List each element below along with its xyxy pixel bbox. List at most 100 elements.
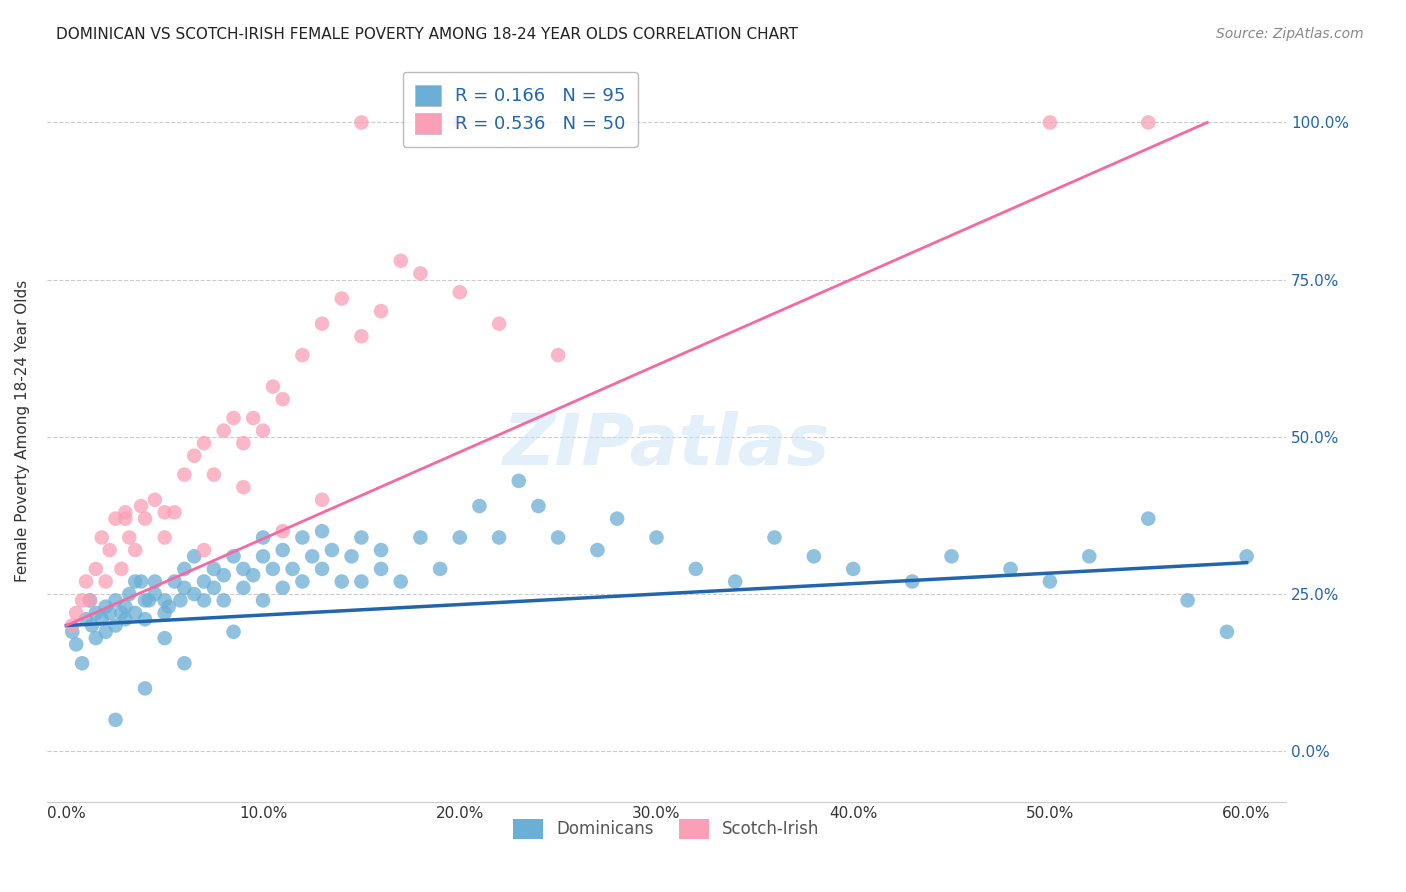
- Point: [685, 562, 707, 576]
- Point: [202, 562, 225, 576]
- Point: [169, 593, 191, 607]
- Point: [547, 531, 569, 545]
- Point: [291, 348, 314, 362]
- Point: [70, 593, 93, 607]
- Point: [212, 568, 235, 582]
- Point: [508, 474, 530, 488]
- Point: [311, 524, 333, 539]
- Point: [134, 593, 156, 607]
- Point: [606, 511, 628, 525]
- Y-axis label: Female Poverty Among 18-24 Year Olds: Female Poverty Among 18-24 Year Olds: [15, 279, 30, 582]
- Point: [84, 562, 107, 576]
- Point: [60, 624, 83, 639]
- Point: [1236, 549, 1258, 564]
- Point: [129, 499, 152, 513]
- Point: [409, 531, 432, 545]
- Point: [173, 467, 195, 482]
- Point: [1039, 115, 1062, 129]
- Point: [143, 492, 166, 507]
- Point: [79, 593, 101, 607]
- Point: [252, 424, 274, 438]
- Point: [488, 317, 510, 331]
- Point: [60, 618, 83, 632]
- Point: [449, 285, 471, 300]
- Point: [143, 587, 166, 601]
- Point: [183, 587, 205, 601]
- Point: [114, 599, 136, 614]
- Point: [1177, 593, 1199, 607]
- Point: [1216, 624, 1239, 639]
- Text: DOMINICAN VS SCOTCH-IRISH FEMALE POVERTY AMONG 18-24 YEAR OLDS CORRELATION CHART: DOMINICAN VS SCOTCH-IRISH FEMALE POVERTY…: [56, 27, 799, 42]
- Point: [842, 562, 865, 576]
- Point: [527, 499, 550, 513]
- Point: [271, 581, 294, 595]
- Point: [153, 606, 176, 620]
- Point: [193, 593, 215, 607]
- Point: [389, 253, 412, 268]
- Point: [252, 593, 274, 607]
- Point: [129, 574, 152, 589]
- Point: [134, 681, 156, 696]
- Point: [153, 505, 176, 519]
- Point: [157, 599, 180, 614]
- Point: [547, 348, 569, 362]
- Point: [222, 411, 245, 425]
- Point: [193, 574, 215, 589]
- Point: [114, 505, 136, 519]
- Point: [271, 524, 294, 539]
- Point: [80, 618, 103, 632]
- Point: [124, 574, 146, 589]
- Point: [232, 480, 254, 494]
- Point: [901, 574, 924, 589]
- Point: [340, 549, 363, 564]
- Point: [79, 593, 101, 607]
- Point: [90, 612, 112, 626]
- Point: [350, 574, 373, 589]
- Legend: Dominicans, Scotch-Irish: Dominicans, Scotch-Irish: [506, 813, 827, 846]
- Point: [242, 411, 264, 425]
- Point: [114, 612, 136, 626]
- Point: [370, 562, 392, 576]
- Point: [291, 574, 314, 589]
- Point: [645, 531, 668, 545]
- Point: [311, 492, 333, 507]
- Point: [134, 612, 156, 626]
- Point: [118, 531, 141, 545]
- Point: [941, 549, 963, 564]
- Point: [262, 562, 284, 576]
- Point: [311, 317, 333, 331]
- Point: [84, 631, 107, 645]
- Point: [449, 115, 471, 129]
- Point: [262, 379, 284, 393]
- Point: [173, 562, 195, 576]
- Point: [193, 436, 215, 450]
- Point: [222, 624, 245, 639]
- Point: [65, 637, 87, 651]
- Point: [232, 436, 254, 450]
- Point: [163, 574, 186, 589]
- Point: [104, 713, 127, 727]
- Point: [110, 606, 132, 620]
- Point: [763, 531, 786, 545]
- Point: [350, 115, 373, 129]
- Point: [212, 424, 235, 438]
- Point: [252, 531, 274, 545]
- Point: [321, 543, 343, 558]
- Point: [1137, 511, 1160, 525]
- Point: [153, 631, 176, 645]
- Point: [488, 531, 510, 545]
- Point: [75, 574, 97, 589]
- Point: [1039, 574, 1062, 589]
- Point: [134, 511, 156, 525]
- Point: [271, 543, 294, 558]
- Point: [232, 581, 254, 595]
- Point: [301, 549, 323, 564]
- Point: [138, 593, 160, 607]
- Text: ZIPatlas: ZIPatlas: [502, 411, 830, 480]
- Point: [449, 531, 471, 545]
- Point: [94, 624, 117, 639]
- Point: [153, 593, 176, 607]
- Point: [124, 606, 146, 620]
- Point: [291, 531, 314, 545]
- Point: [173, 657, 195, 671]
